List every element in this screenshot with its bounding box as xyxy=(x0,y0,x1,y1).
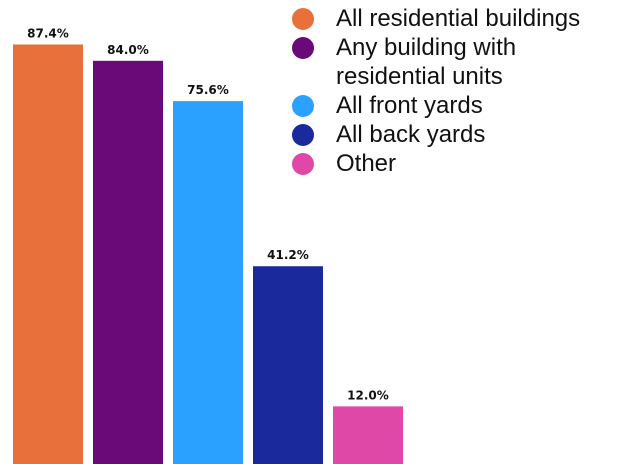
legend-marker-pink xyxy=(292,153,314,175)
legend-item-all-residential-buildings: All residential buildings xyxy=(292,4,636,33)
bars-group xyxy=(13,44,403,464)
legend-marker-purple xyxy=(292,37,314,59)
data-labels-group: 87.4% 84.0% 75.6% 41.2% 12.0% xyxy=(27,26,389,402)
chart-legend: All residential buildings Any building w… xyxy=(292,4,636,178)
bar-all-back-yards xyxy=(253,266,323,464)
legend-marker-orange xyxy=(292,8,314,30)
legend-item-any-building-with-residential-units: Any building with residential units xyxy=(292,33,636,91)
legend-item-other: Other xyxy=(292,149,636,178)
bar-all-front-yards xyxy=(173,101,243,464)
legend-marker-navy xyxy=(292,124,314,146)
data-label-all-front-yards: 75.6% xyxy=(187,83,229,97)
legend-label: All front yards xyxy=(336,92,483,119)
legend-item-all-back-yards: All back yards xyxy=(292,120,636,149)
data-label-all-back-yards: 41.2% xyxy=(267,248,309,262)
bar-other xyxy=(333,406,403,464)
legend-item-all-front-yards: All front yards xyxy=(292,91,636,120)
data-label-all-residential-buildings: 87.4% xyxy=(27,26,69,40)
legend-label: Any building with residential units xyxy=(336,34,517,90)
data-label-any-building-with-residential-units: 84.0% xyxy=(107,43,149,57)
legend-label: Other xyxy=(336,150,397,177)
bar-all-residential-buildings xyxy=(13,44,83,464)
legend-label: All residential buildings xyxy=(336,5,581,32)
legend-label: All back yards xyxy=(336,121,486,148)
legend-marker-blue xyxy=(292,95,314,117)
bar-any-building-with-residential-units xyxy=(93,60,163,464)
data-label-other: 12.0% xyxy=(347,388,389,402)
